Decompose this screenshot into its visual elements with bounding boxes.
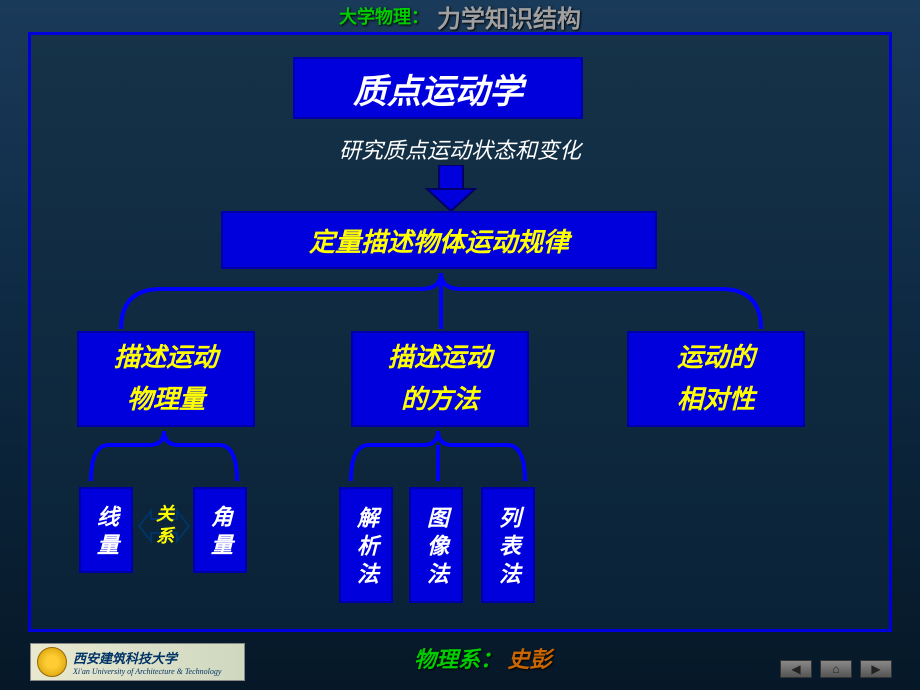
header-prefix: 大学物理： xyxy=(339,3,429,29)
nav-home-button[interactable]: ⌂ xyxy=(820,660,852,678)
leaf-method-2: 图像法 xyxy=(409,487,463,603)
author-name: 史彭 xyxy=(508,647,552,672)
node-branch-2: 描述运动 的方法 xyxy=(351,331,529,427)
logo-emblem-icon xyxy=(37,647,67,677)
logo-subtext: Xi'an University of Architecture & Techn… xyxy=(73,667,221,676)
header-title: 力学知识结构 xyxy=(437,0,581,34)
leaf-method-3-label: 列表法 xyxy=(492,506,524,590)
node-branch-3: 运动的 相对性 xyxy=(627,331,805,427)
subtitle-text: 研究质点运动状态和变化 xyxy=(31,133,889,165)
branch-3-line1: 运动的 xyxy=(677,337,755,379)
node-branch-1: 描述运动 物理量 xyxy=(77,331,255,427)
leaf-linear-label: 线量 xyxy=(90,505,122,561)
university-logo: 西安建筑科技大学 Xi'an University of Architectur… xyxy=(30,643,245,681)
nav-button-group: ◀ ⌂ ▶ xyxy=(780,660,892,678)
leaf-method-1-label: 解析法 xyxy=(350,506,382,590)
leaf-method-2-label: 图像法 xyxy=(420,506,452,590)
brace-small-left-icon xyxy=(79,431,249,483)
relation-connector: 关系 xyxy=(137,491,191,561)
node-quant-rule: 定量描述物体运动规律 xyxy=(221,211,657,269)
brace-large-icon xyxy=(101,273,781,329)
node-root: 质点运动学 xyxy=(293,57,583,119)
branch-1-line1: 描述运动 xyxy=(114,337,218,379)
leaf-linear-quantity: 线量 xyxy=(79,487,133,573)
nav-next-button[interactable]: ▶ xyxy=(860,660,892,678)
department-credit: 物理系： 史彭 xyxy=(414,642,552,674)
leaf-method-3: 列表法 xyxy=(481,487,535,603)
node-root-label: 质点运动学 xyxy=(353,64,523,113)
diagram-frame: 质点运动学 研究质点运动状态和变化 定量描述物体运动规律 描述运动 物理量 描述… xyxy=(28,32,892,632)
leaf-angular-label: 角量 xyxy=(204,505,236,561)
branch-1-line2: 物理量 xyxy=(114,379,218,421)
arrow-down-icon xyxy=(421,165,481,213)
node-quant-label: 定量描述物体运动规律 xyxy=(309,222,569,259)
slide-header: 大学物理： 力学知识结构 xyxy=(0,0,920,32)
branch-2-line2: 的方法 xyxy=(388,379,492,421)
nav-prev-button[interactable]: ◀ xyxy=(780,660,812,678)
dept-prefix: 物理系： xyxy=(414,647,502,672)
relation-label: 关系 xyxy=(151,504,177,548)
brace-small-mid-icon xyxy=(333,431,543,483)
logo-text: 西安建筑科技大学 xyxy=(73,648,221,667)
leaf-angular-quantity: 角量 xyxy=(193,487,247,573)
branch-2-line1: 描述运动 xyxy=(388,337,492,379)
branch-3-line2: 相对性 xyxy=(677,379,755,421)
leaf-method-1: 解析法 xyxy=(339,487,393,603)
